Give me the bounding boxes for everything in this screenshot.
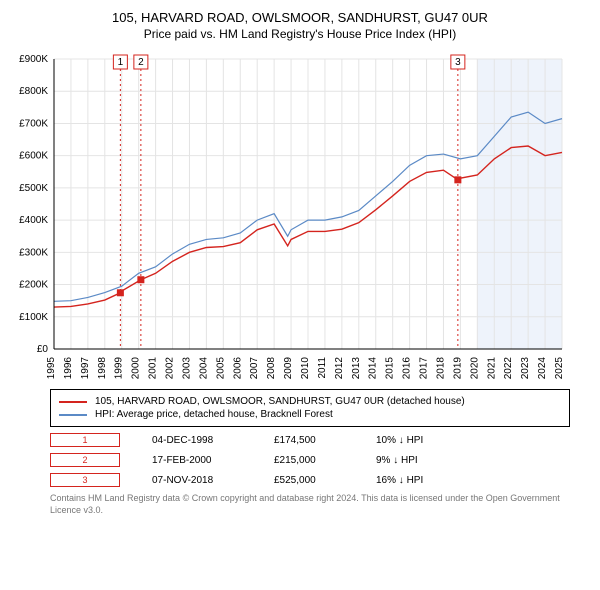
legend-item: 105, HARVARD ROAD, OWLSMOOR, SANDHURST, … (59, 396, 561, 407)
svg-text:£500K: £500K (19, 183, 48, 194)
svg-text:2022: 2022 (503, 357, 514, 379)
svg-text:2013: 2013 (351, 357, 362, 379)
legend: 105, HARVARD ROAD, OWLSMOOR, SANDHURST, … (50, 389, 570, 427)
marker-price: £215,000 (274, 455, 344, 466)
svg-text:1999: 1999 (114, 357, 125, 379)
marker-row: 2 17-FEB-2000 £215,000 9% ↓ HPI (50, 453, 570, 467)
svg-text:2009: 2009 (283, 357, 294, 379)
svg-text:£400K: £400K (19, 215, 48, 226)
marker-date: 17-FEB-2000 (152, 455, 242, 466)
svg-text:2017: 2017 (419, 357, 430, 379)
svg-text:1995: 1995 (46, 357, 57, 379)
chart-subtitle: Price paid vs. HM Land Registry's House … (10, 27, 590, 41)
svg-text:2007: 2007 (249, 357, 260, 379)
marker-delta: 16% ↓ HPI (376, 475, 446, 486)
svg-text:2003: 2003 (181, 357, 192, 379)
svg-text:2021: 2021 (486, 357, 497, 379)
svg-text:2005: 2005 (215, 357, 226, 379)
svg-text:1998: 1998 (97, 357, 108, 379)
svg-text:2011: 2011 (317, 357, 328, 379)
marker-badge: 3 (50, 473, 120, 487)
svg-text:2004: 2004 (198, 357, 209, 379)
svg-text:1996: 1996 (63, 357, 74, 379)
svg-text:2002: 2002 (165, 357, 176, 379)
svg-text:2000: 2000 (131, 357, 142, 379)
svg-text:£200K: £200K (19, 280, 48, 291)
svg-text:1997: 1997 (80, 357, 91, 379)
svg-text:£300K: £300K (19, 247, 48, 258)
marker-date: 07-NOV-2018 (152, 475, 242, 486)
svg-text:£100K: £100K (19, 312, 48, 323)
svg-text:2020: 2020 (469, 357, 480, 379)
svg-text:£900K: £900K (19, 54, 48, 65)
svg-text:2024: 2024 (537, 357, 548, 379)
legend-color-line (59, 401, 87, 403)
svg-text:2: 2 (138, 57, 144, 68)
svg-text:2016: 2016 (402, 357, 413, 379)
svg-text:2015: 2015 (385, 357, 396, 379)
svg-text:2012: 2012 (334, 357, 345, 379)
svg-text:3: 3 (455, 57, 461, 68)
marker-delta: 9% ↓ HPI (376, 455, 446, 466)
attribution-text: Contains HM Land Registry data © Crown c… (50, 493, 570, 516)
svg-text:2018: 2018 (435, 357, 446, 379)
chart-area: 1 2 3 £0 £100K £200K £300K £400K £500K £600K £700K… (10, 49, 590, 379)
svg-text:2014: 2014 (368, 357, 379, 379)
svg-text:£700K: £700K (19, 118, 48, 129)
title-block: 105, HARVARD ROAD, OWLSMOOR, SANDHURST, … (10, 10, 590, 41)
marker-row: 3 07-NOV-2018 £525,000 16% ↓ HPI (50, 473, 570, 487)
legend-item: HPI: Average price, detached house, Brac… (59, 409, 561, 420)
svg-text:1: 1 (118, 57, 124, 68)
marker-price: £174,500 (274, 435, 344, 446)
marker-delta: 10% ↓ HPI (376, 435, 446, 446)
marker-badge: 1 (50, 433, 120, 447)
svg-text:£800K: £800K (19, 86, 48, 97)
marker-table: 1 04-DEC-1998 £174,500 10% ↓ HPI 2 17-FEB-200… (50, 433, 570, 487)
svg-text:2025: 2025 (554, 357, 565, 379)
legend-color-line (59, 414, 87, 416)
svg-text:2001: 2001 (148, 357, 159, 379)
marker-price: £525,000 (274, 475, 344, 486)
legend-label: HPI: Average price, detached house, Brac… (95, 409, 333, 420)
svg-text:2019: 2019 (452, 357, 463, 379)
chart-title: 105, HARVARD ROAD, OWLSMOOR, SANDHURST, … (10, 10, 590, 25)
marker-badge: 2 (50, 453, 120, 467)
svg-text:£0: £0 (37, 344, 49, 355)
svg-text:2023: 2023 (520, 357, 531, 379)
marker-date: 04-DEC-1998 (152, 435, 242, 446)
svg-text:£600K: £600K (19, 151, 48, 162)
marker-row: 1 04-DEC-1998 £174,500 10% ↓ HPI (50, 433, 570, 447)
svg-text:2008: 2008 (266, 357, 277, 379)
svg-text:2006: 2006 (232, 357, 243, 379)
svg-text:2010: 2010 (300, 357, 311, 379)
legend-label: 105, HARVARD ROAD, OWLSMOOR, SANDHURST, … (95, 396, 465, 407)
line-chart: 1 2 3 £0 £100K £200K £300K £400K £500K £600K £700K… (10, 49, 570, 379)
